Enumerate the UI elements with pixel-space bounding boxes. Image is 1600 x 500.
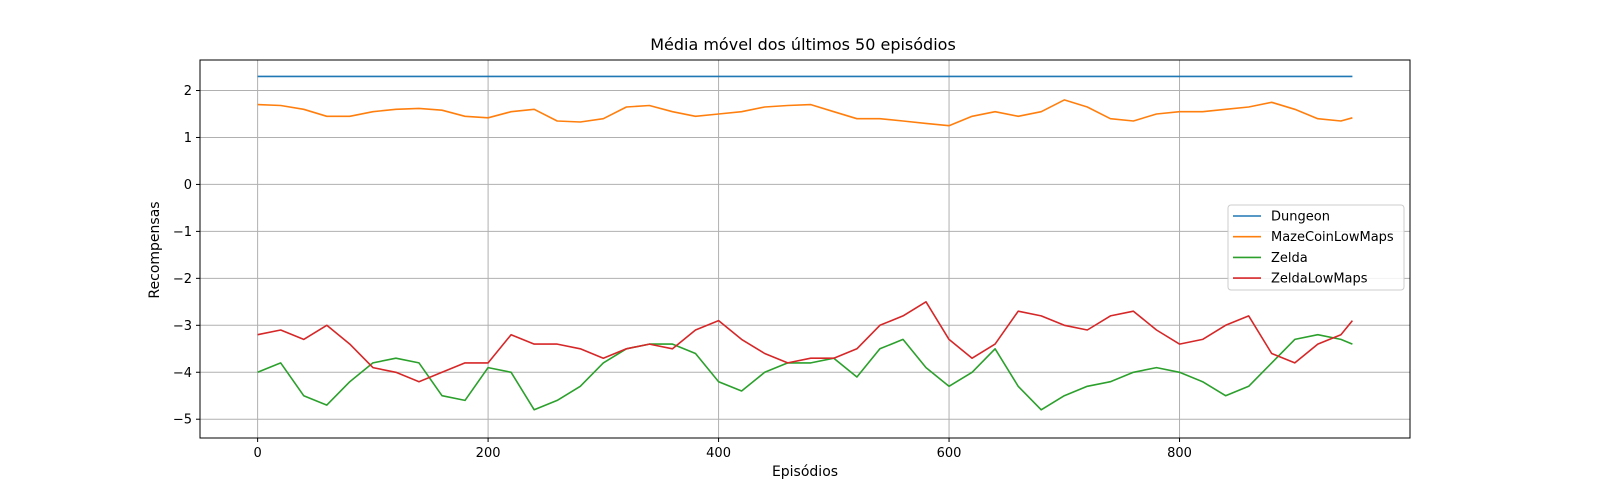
series-line-zelda-low-maps (257, 300, 1354, 383)
y-tick-label: −2 (173, 272, 192, 287)
y-tick-label: 1 (184, 131, 192, 146)
y-tick-label: −5 (173, 413, 192, 428)
y-axis-label: Recompensas (147, 201, 163, 298)
x-tick-label: 600 (937, 446, 962, 461)
y-axis: −5 −4 −3 −2 −1 0 1 2 (173, 84, 200, 428)
y-tick-label: 0 (184, 178, 192, 193)
legend-label-zelda-low-maps: ZeldaLowMaps (1271, 272, 1368, 287)
legend: Dungeon MazeCoinLowMaps Zelda ZeldaLowMaps (1227, 204, 1405, 291)
y-tick-label: −4 (173, 366, 192, 381)
legend-label-maze-coin-low-maps: MazeCoinLowMaps (1271, 230, 1394, 245)
x-tick-label: 200 (476, 446, 501, 461)
grid-lines (200, 60, 1410, 438)
x-tick-label: 0 (253, 446, 261, 461)
x-axis-label: Episódios (772, 464, 838, 480)
chart-title: Média móvel dos últimos 50 episódios (650, 35, 956, 54)
y-tick-label: −3 (173, 319, 192, 334)
x-tick-label: 400 (706, 446, 731, 461)
series-layer (257, 75, 1354, 411)
legend-label-zelda: Zelda (1271, 251, 1308, 266)
legend-box (1227, 204, 1405, 291)
y-tick-label: −1 (173, 225, 192, 240)
y-tick-label: 2 (184, 84, 192, 99)
x-axis: 0 200 400 600 800 (253, 438, 1192, 461)
x-tick-label: 800 (1167, 446, 1192, 461)
series-line-zelda (257, 333, 1353, 411)
legend-label-dungeon: Dungeon (1271, 210, 1330, 225)
series-line-maze-coin-low-maps (257, 99, 1353, 127)
plot-frame (199, 59, 1411, 439)
